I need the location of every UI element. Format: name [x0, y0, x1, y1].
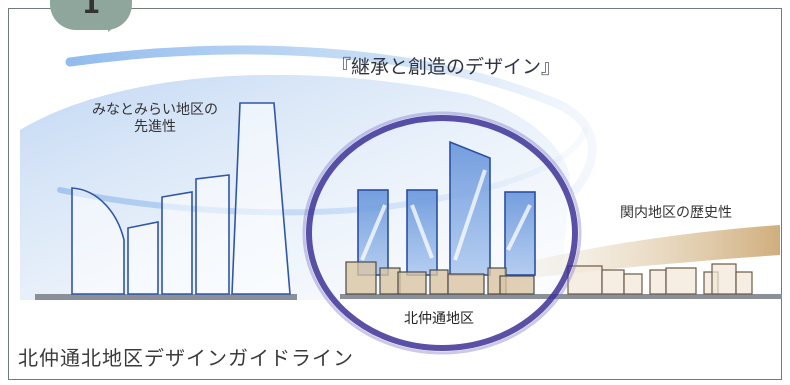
- kitanaka-tower-4: [504, 191, 536, 276]
- kitanaka-circle: [306, 115, 578, 351]
- badge-tail: [108, 18, 126, 32]
- light-streak: [506, 204, 532, 251]
- minatomirai-label-line1: みなとみらい地区の: [92, 102, 218, 118]
- lower-blue-band: [57, 127, 588, 216]
- kannai-building: [649, 269, 667, 295]
- kannai-building: [735, 271, 753, 295]
- design-concept-headline: 『継承と創造のデザイン』: [332, 56, 561, 78]
- light-streak: [410, 204, 434, 259]
- kannai-building: [601, 269, 625, 295]
- minatomirai-label: みなとみらい地区の 先進性: [80, 102, 230, 136]
- badge-number: 1: [81, 0, 101, 20]
- kannai-building: [711, 263, 737, 295]
- mm-building-curved: [71, 187, 125, 295]
- historic-building: [447, 273, 485, 295]
- historic-building: [345, 261, 377, 295]
- ground-line-left: [35, 294, 297, 300]
- page-title: 北仲通北地区デザインガイドライン: [18, 346, 354, 370]
- historic-building: [499, 275, 535, 295]
- kannai-label: 関内地区の歴史性: [620, 205, 732, 221]
- mm-building-2: [127, 221, 159, 295]
- mm-building-4: [195, 174, 230, 295]
- light-streak: [453, 169, 487, 261]
- kitanaka-circle-glow: [302, 111, 582, 355]
- kannai-building: [567, 265, 603, 295]
- kitanaka-label: 北仲通地区: [404, 311, 474, 327]
- historic-building: [397, 271, 427, 295]
- kannai-building: [665, 267, 697, 295]
- light-streak: [360, 204, 387, 261]
- upper-blue-band: [65, 45, 597, 195]
- historic-building: [379, 267, 401, 295]
- kannai-history-band: [480, 225, 780, 285]
- mm-building-3: [161, 191, 193, 295]
- historic-building: [429, 269, 449, 295]
- minatomirai-label-line2: 先進性: [134, 119, 176, 135]
- ground-line-right: [340, 294, 782, 299]
- mm-landmark-tower: [231, 102, 291, 295]
- kannai-building: [623, 273, 643, 295]
